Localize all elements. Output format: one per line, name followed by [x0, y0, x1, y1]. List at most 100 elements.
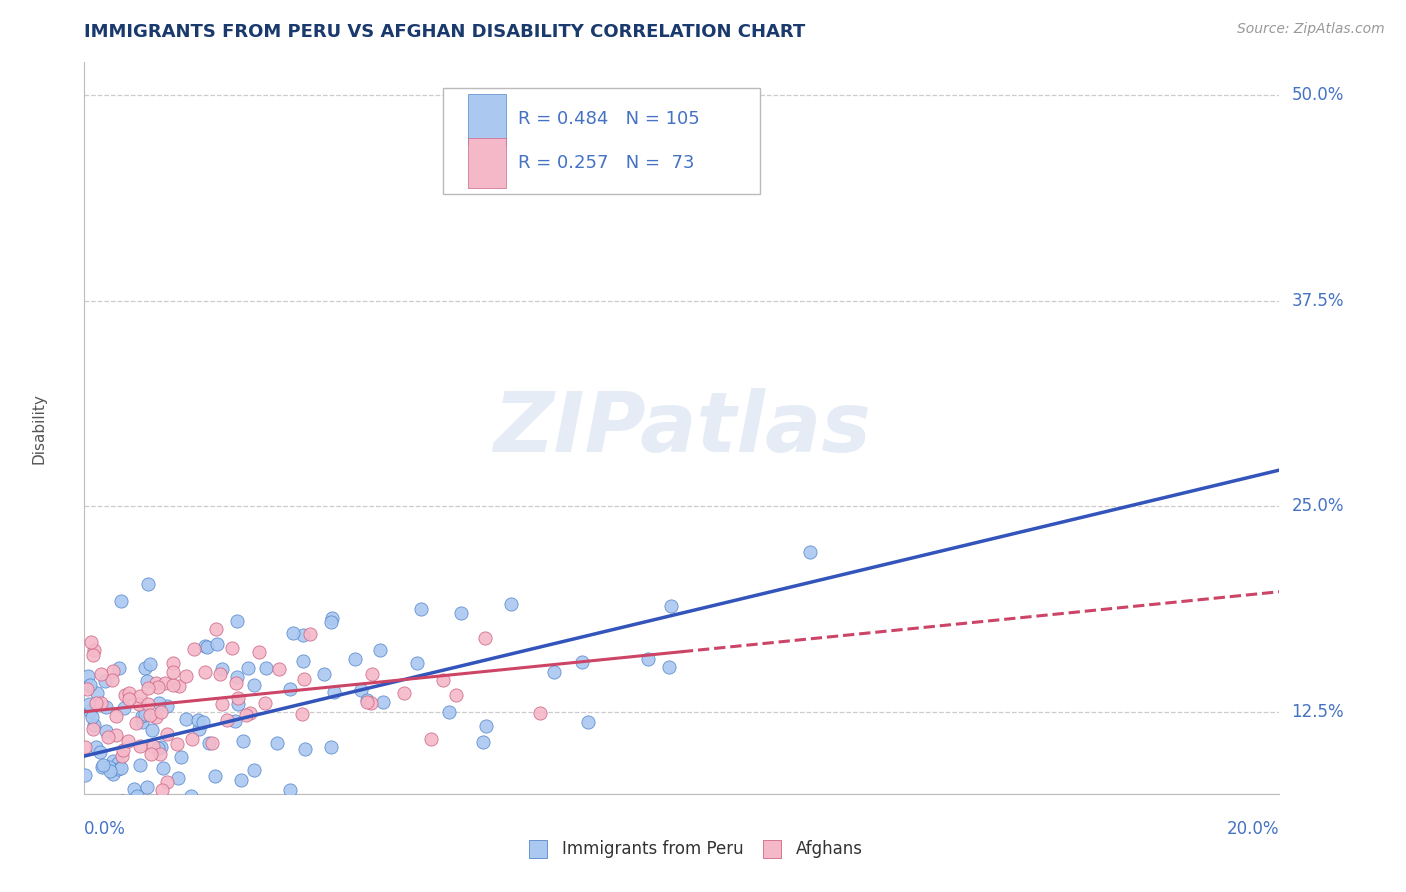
Point — [205, 622, 228, 636]
Point — [444, 688, 467, 702]
Point — [243, 764, 266, 778]
Point — [180, 789, 202, 803]
Point — [232, 734, 254, 748]
Point — [84, 696, 107, 710]
Point — [226, 670, 249, 684]
Point — [166, 737, 188, 751]
Point — [112, 700, 135, 714]
Point — [149, 747, 172, 762]
Point — [135, 673, 157, 688]
Point — [167, 828, 190, 842]
Point — [221, 640, 243, 655]
Point — [278, 782, 301, 797]
Point — [139, 747, 162, 762]
Point — [86, 796, 108, 810]
Point — [98, 764, 121, 778]
Point — [254, 661, 277, 675]
Point — [149, 740, 172, 755]
Point — [330, 804, 353, 818]
Point — [183, 641, 205, 656]
Point — [82, 648, 104, 663]
Point — [107, 661, 129, 675]
FancyBboxPatch shape — [443, 88, 759, 194]
Point — [135, 780, 157, 795]
Point — [174, 669, 197, 683]
Point — [368, 642, 391, 657]
Point — [450, 606, 472, 620]
Point — [432, 673, 454, 687]
Point — [76, 669, 98, 683]
Point — [211, 662, 233, 676]
Text: IMMIGRANTS FROM PERU VS AFGHAN DISABILITY CORRELATION CHART: IMMIGRANTS FROM PERU VS AFGHAN DISABILIT… — [84, 23, 806, 41]
Point — [117, 691, 139, 706]
Point — [104, 798, 127, 813]
Point — [235, 707, 257, 722]
Point — [321, 611, 343, 625]
Point — [211, 698, 233, 712]
Point — [373, 695, 395, 709]
Point — [73, 740, 96, 755]
Text: 20.0%: 20.0% — [1227, 820, 1279, 838]
Point — [637, 652, 659, 666]
Point — [187, 714, 209, 728]
Point — [97, 731, 120, 745]
Point — [291, 628, 314, 642]
Point — [169, 679, 191, 693]
Point — [90, 667, 112, 681]
Text: 12.5%: 12.5% — [1292, 703, 1344, 721]
Point — [90, 760, 112, 774]
Point — [94, 724, 117, 739]
Point — [267, 663, 290, 677]
Point — [198, 736, 221, 750]
Point — [79, 678, 101, 692]
Point — [111, 794, 134, 808]
Point — [77, 698, 100, 712]
Point — [474, 631, 496, 645]
Point — [104, 728, 127, 742]
Point — [93, 758, 115, 772]
Point — [131, 709, 153, 723]
Point — [439, 705, 461, 719]
Point — [110, 761, 132, 775]
Point — [394, 686, 416, 700]
Point — [294, 741, 316, 756]
Point — [101, 755, 124, 769]
Point — [134, 706, 156, 721]
Point — [156, 698, 179, 713]
Point — [148, 696, 170, 710]
Point — [114, 688, 136, 702]
Text: 25.0%: 25.0% — [1292, 497, 1344, 516]
Point — [153, 676, 176, 690]
Point — [292, 655, 315, 669]
Point — [166, 771, 188, 785]
Point — [420, 732, 443, 747]
Point — [209, 666, 232, 681]
Point — [360, 666, 382, 681]
Point — [82, 723, 104, 737]
Point — [321, 615, 343, 630]
FancyBboxPatch shape — [468, 137, 506, 188]
Point — [471, 734, 494, 748]
Text: 50.0%: 50.0% — [1292, 87, 1344, 104]
Point — [142, 739, 165, 753]
Text: Source: ZipAtlas.com: Source: ZipAtlas.com — [1237, 22, 1385, 37]
Point — [291, 707, 314, 722]
Text: R = 0.257   N =  73: R = 0.257 N = 73 — [519, 153, 695, 172]
Point — [254, 696, 277, 710]
Point — [180, 732, 202, 747]
Point — [145, 675, 167, 690]
Point — [204, 769, 226, 783]
Point — [156, 774, 179, 789]
Point — [101, 664, 124, 678]
Point — [576, 714, 599, 729]
Point — [94, 674, 117, 689]
Point — [83, 643, 105, 657]
Point — [197, 798, 219, 813]
Point — [236, 661, 259, 675]
Point — [294, 672, 316, 686]
Text: R = 0.484   N = 105: R = 0.484 N = 105 — [519, 111, 700, 128]
Point — [134, 661, 156, 675]
Point — [138, 681, 160, 695]
Point — [128, 689, 150, 703]
Point — [148, 740, 170, 755]
